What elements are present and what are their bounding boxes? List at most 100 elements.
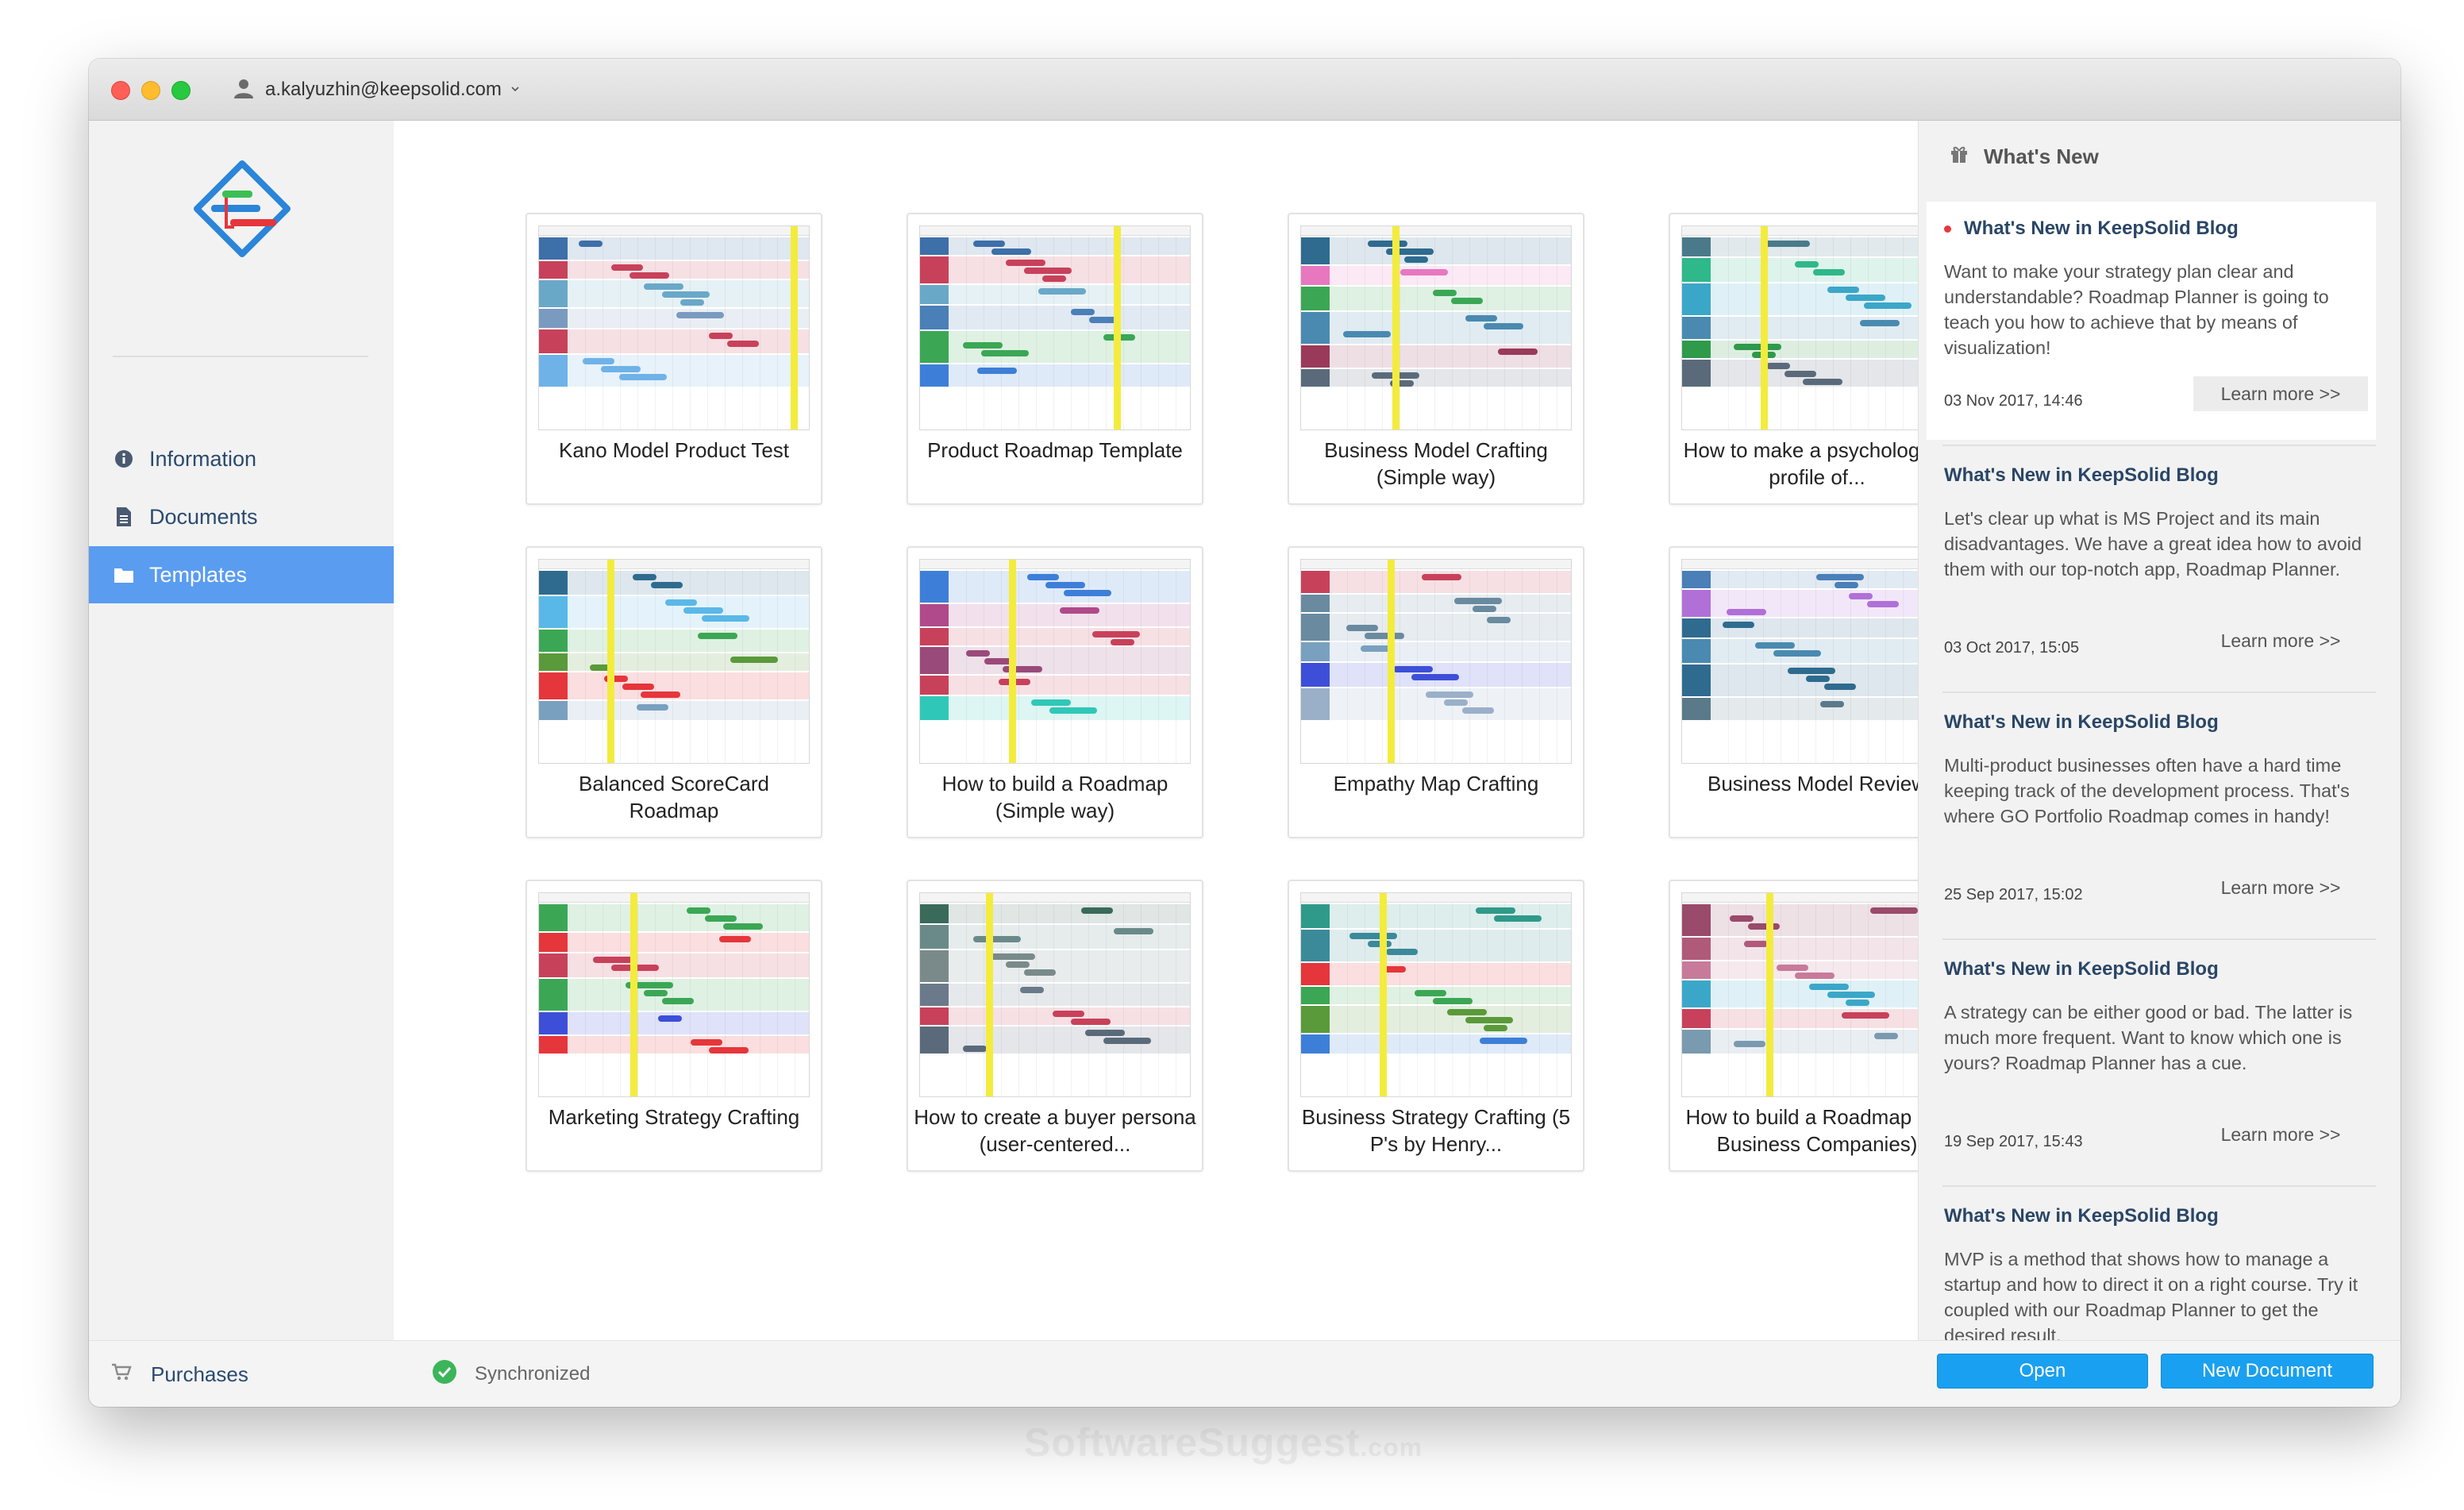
news-text: Multi-product businesses often have a ha… (1944, 755, 2350, 826)
learn-more-link[interactable]: Learn more >> (2220, 630, 2341, 651)
templates-grid: Kano Model Product Test Product Roadmap T… (394, 121, 1965, 1340)
template-card[interactable]: Product Roadmap Template (907, 213, 1203, 505)
template-thumbnail (919, 559, 1191, 764)
minimize-window-button[interactable] (141, 81, 160, 100)
sidebar-item-label: Templates (149, 562, 248, 587)
new-document-button[interactable]: New Document (2161, 1354, 2374, 1389)
template-title: Marketing Strategy Crafting (548, 1105, 800, 1129)
sidebar: Information Documents Templates (89, 121, 406, 1340)
whats-new-heading: What's New (1984, 144, 2099, 168)
template-card[interactable]: Business Model Review (1669, 546, 1965, 838)
news-text: Let's clear up what is MS Project and it… (1944, 508, 2362, 580)
news-text: Want to make your strategy plan clear an… (1944, 261, 2329, 358)
template-title: How to create a buyer persona (user-cent… (914, 1105, 1196, 1156)
news-title-text: What's New in KeepSolid Blog (1964, 218, 2239, 239)
close-window-button[interactable] (111, 81, 130, 100)
sidebar-item-label: Documents (149, 504, 258, 529)
sidebar-divider (113, 356, 368, 357)
news-text: MVP is a method that shows how to manage… (1944, 1249, 2358, 1340)
watermark-suffix: .com (1360, 1433, 1423, 1462)
app-window: a.kalyuzhin@keepsolid.com Information (89, 59, 2400, 1407)
template-card[interactable]: Business Model Crafting (Simple way) (1288, 213, 1584, 505)
sidebar-item-information[interactable]: Information (89, 430, 406, 487)
chevron-down-icon (511, 83, 519, 97)
bottom-bar: Purchases Synchronized Open New Document (89, 1340, 2400, 1407)
open-button[interactable]: Open (1937, 1354, 2148, 1389)
purchases-button[interactable]: Purchases (111, 1355, 248, 1393)
template-title: Business Strategy Crafting (5 P's by Hen… (1301, 1105, 1571, 1156)
account-email: a.kalyuzhin@keepsolid.com (265, 79, 502, 100)
template-card[interactable]: Empathy Map Crafting (1288, 546, 1584, 838)
learn-more-link[interactable]: Learn more >> (2193, 376, 2368, 411)
maximize-window-button[interactable] (171, 81, 191, 100)
news-divider (1942, 445, 2376, 446)
news-text: A strategy can be either good or bad. Th… (1944, 1002, 2353, 1073)
sidebar-item-documents[interactable]: Documents (89, 488, 406, 545)
account-menu[interactable]: a.kalyuzhin@keepsolid.com (232, 75, 519, 105)
sidebar-item-label: Information (149, 446, 257, 471)
template-card[interactable]: How to build a Roadmap (Simple way) (907, 546, 1203, 838)
news-date: 25 Sep 2017, 15:02 (1944, 886, 2083, 903)
template-thumbnail (1681, 892, 1953, 1097)
template-thumbnail (1300, 559, 1572, 764)
check-circle-icon (432, 1359, 457, 1390)
whats-new-header: What's New (1950, 137, 2099, 176)
template-thumbnail (538, 225, 810, 430)
news-title: What's New in KeepSolid Blog (1944, 958, 2219, 980)
news-divider (1942, 938, 2376, 940)
template-thumbnail (1300, 225, 1572, 430)
news-date: 03 Nov 2017, 14:46 (1944, 392, 2083, 410)
title-bar: a.kalyuzhin@keepsolid.com (89, 59, 2400, 121)
template-thumbnail (1300, 892, 1572, 1097)
news-divider (1942, 691, 2376, 693)
news-date: 03 Oct 2017, 15:05 (1944, 639, 2080, 657)
purchases-label: Purchases (151, 1362, 248, 1386)
document-icon (113, 506, 135, 528)
template-card[interactable]: Kano Model Product Test (526, 213, 822, 505)
news-item: What's New in KeepSolid Blog Let's clear … (1927, 449, 2376, 693)
news-title-text: What's New in KeepSolid Blog (1944, 958, 2219, 980)
news-date: 19 Sep 2017, 15:43 (1944, 1133, 2083, 1150)
gift-icon (1950, 144, 1968, 169)
news-divider (1942, 1185, 2376, 1187)
template-title: How to build a Roadmap (Simple way) (941, 772, 1168, 822)
whats-new-panel: What's New What's New in KeepSolid Blog W… (1918, 121, 2400, 1340)
template-title: Business Model Review (1707, 772, 1927, 795)
template-thumbnail (538, 559, 810, 764)
learn-more-link[interactable]: Learn more >> (2220, 876, 2341, 898)
template-title: Kano Model Product Test (558, 438, 790, 462)
unread-dot-icon (1944, 225, 1951, 233)
folder-icon (113, 564, 135, 586)
template-card[interactable]: How to create a buyer persona (user-cent… (907, 880, 1203, 1172)
news-title: What's New in KeepSolid Blog (1944, 1205, 2219, 1227)
roadmap-planner-logo-icon (191, 157, 294, 260)
template-title: Business Model Crafting (Simple way) (1324, 438, 1548, 489)
news-title-text: What's New in KeepSolid Blog (1944, 711, 2219, 733)
sidebar-item-templates[interactable]: Templates (89, 546, 406, 603)
template-card[interactable]: Business Strategy Crafting (5 P's by Hen… (1288, 880, 1584, 1172)
cart-icon (111, 1362, 132, 1387)
template-card[interactable]: Balanced ScoreCard Roadmap (526, 546, 822, 838)
sync-status-label: Synchronized (475, 1363, 591, 1385)
template-thumbnail (1681, 559, 1953, 764)
template-thumbnail (919, 225, 1191, 430)
news-item: What's New in KeepSolid Blog Want to make… (1927, 202, 2376, 446)
user-icon (232, 76, 256, 104)
watermark: SoftwareSuggest.com (1024, 1419, 1423, 1466)
template-title: How to build a Roadmap (for Business Com… (1685, 1105, 1949, 1156)
learn-more-link[interactable]: Learn more >> (2220, 1123, 2341, 1145)
template-title: Product Roadmap Template (927, 438, 1183, 462)
watermark-main: SoftwareSuggest (1024, 1420, 1361, 1465)
template-title: Empathy Map Crafting (1333, 772, 1539, 795)
template-title: How to make a psychological profile of..… (1683, 438, 1951, 489)
news-title-text: What's New in KeepSolid Blog (1944, 1205, 2219, 1227)
news-title-text: What's New in KeepSolid Blog (1944, 464, 2219, 486)
sync-status: Synchronized (432, 1355, 590, 1393)
news-item: What's New in KeepSolid Blog MVP is a met… (1927, 1189, 2376, 1340)
news-title: What's New in KeepSolid Blog (1944, 464, 2219, 487)
news-title: What's New in KeepSolid Blog (1944, 218, 2239, 240)
template-card[interactable]: Marketing Strategy Crafting (526, 880, 822, 1172)
news-item: What's New in KeepSolid Blog Multi-produc… (1927, 695, 2376, 940)
news-title: What's New in KeepSolid Blog (1944, 711, 2219, 734)
info-icon (113, 448, 135, 470)
